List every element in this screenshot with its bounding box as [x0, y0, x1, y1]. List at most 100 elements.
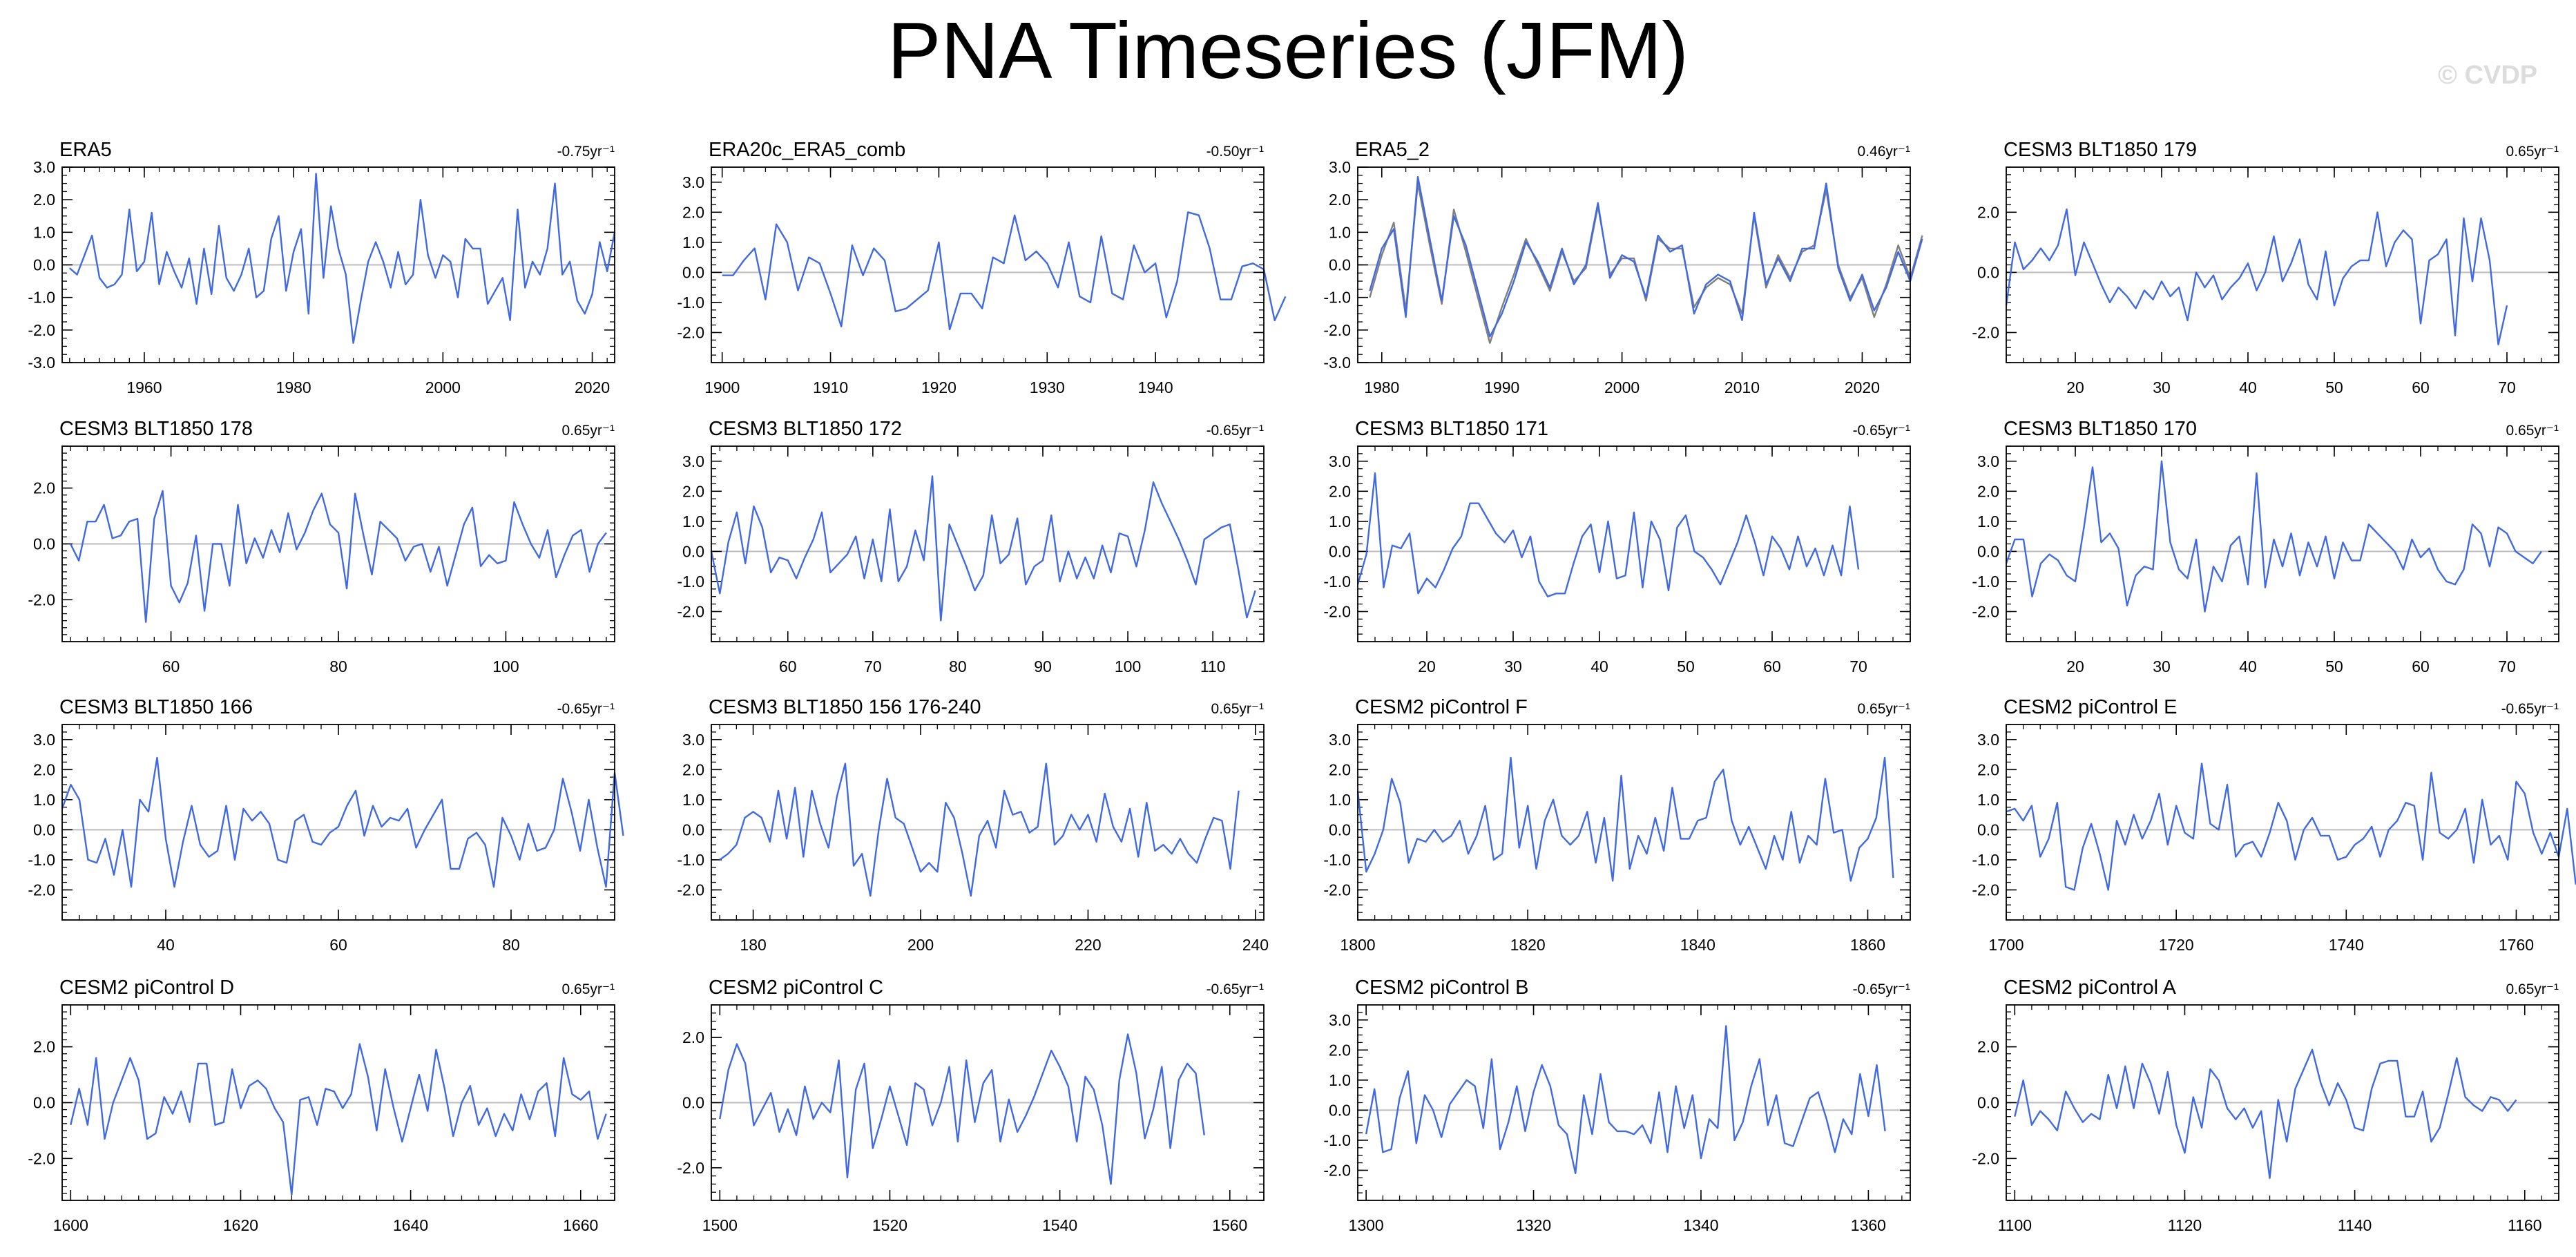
trend-label: 0.65yr⁻¹: [2506, 144, 2559, 160]
y-tick-label: -2.0: [1972, 323, 1999, 341]
y-tick-label: 2.0: [682, 1028, 704, 1046]
x-tick-label: 40: [2239, 658, 2257, 675]
y-tick-label: 2.0: [1329, 191, 1351, 209]
x-tick-label: 1820: [1510, 936, 1546, 954]
trend-label: 0.65yr⁻¹: [1858, 701, 1910, 717]
plot-frame: [2006, 445, 2559, 642]
y-tick-label: 2.0: [682, 203, 704, 221]
x-tick-label: 1600: [53, 1216, 88, 1234]
series-line: [70, 1043, 607, 1196]
x-tick-label: 1320: [1516, 1216, 1551, 1234]
x-tick-label: 40: [2239, 378, 2257, 396]
x-tick-label: 50: [2325, 658, 2343, 675]
y-tick-label: -2.0: [677, 881, 704, 899]
x-tick-label: 1800: [1340, 936, 1375, 954]
y-tick-label: 0.0: [1977, 542, 1999, 560]
panel-title: CESM3 BLT1850 178: [59, 418, 253, 440]
trend-label: 0.65yr⁻¹: [2506, 423, 2559, 439]
x-tick-label: 1930: [1030, 378, 1065, 396]
x-tick-label: 1980: [276, 378, 311, 396]
x-tick-label: 70: [2498, 378, 2516, 396]
x-tick-label: 60: [329, 936, 347, 954]
plot-frame: [61, 445, 615, 642]
x-tick-label: 70: [2498, 658, 2516, 675]
x-tick-label: 30: [2153, 658, 2171, 675]
y-tick-label: -2.0: [1323, 602, 1351, 620]
x-tick-label: 1900: [704, 378, 740, 396]
trend-label: -0.65yr⁻¹: [557, 701, 615, 717]
series-line: [1365, 1025, 1886, 1175]
y-tick-label: 0.0: [33, 256, 55, 274]
plot-frame: [2006, 166, 2559, 363]
y-tick-label: 1.0: [682, 233, 704, 251]
x-tick-label: 80: [502, 936, 520, 954]
panel-title: CESM2 piControl C: [709, 977, 883, 999]
series-line: [719, 762, 1240, 897]
y-tick-label: 2.0: [682, 482, 704, 500]
y-tick-label: 0.0: [1977, 1094, 1999, 1112]
y-tick-label: 3.0: [1329, 731, 1351, 749]
panel-title: CESM3 BLT1850 172: [709, 418, 902, 440]
x-tick-label: 2000: [1604, 378, 1640, 396]
plot-frame: [1357, 724, 1911, 921]
trend-label: -0.65yr⁻¹: [1853, 981, 1910, 997]
trend-label: 0.46yr⁻¹: [1858, 144, 1910, 160]
series-line: [2014, 1048, 2517, 1179]
trend-label: -0.65yr⁻¹: [1207, 423, 1264, 439]
x-tick-label: 1920: [921, 378, 957, 396]
panel: CESM3 BLT1850 170 0.65yr⁻¹ -2.0 -1.0 0.0 1.0 2…: [1972, 418, 2559, 675]
x-tick-label: 1500: [702, 1216, 738, 1234]
x-tick-label: 1760: [2499, 936, 2534, 954]
y-tick-label: 3.0: [33, 731, 55, 749]
x-tick-label: 2010: [1724, 378, 1760, 396]
y-tick-label: -2.0: [28, 591, 55, 608]
panel-title: ERA5: [59, 139, 112, 161]
y-tick-label: -1.0: [677, 851, 704, 869]
y-tick-label: 0.0: [33, 535, 55, 553]
panel: CESM2 piControl A 0.65yr⁻¹ -2.0 0.0 2.0 1100 1…: [1972, 977, 2559, 1234]
y-tick-label: 2.0: [1977, 1038, 1999, 1056]
y-tick-label: 2.0: [1977, 203, 1999, 221]
y-tick-label: 1.0: [1977, 791, 1999, 809]
y-tick-label: -2.0: [1323, 1161, 1351, 1179]
trend-label: -0.65yr⁻¹: [1207, 981, 1264, 997]
y-tick-label: 3.0: [1977, 452, 1999, 470]
y-tick-label: 0.0: [682, 542, 704, 560]
panel: ERA5 -0.75yr⁻¹ -3.0 -2.0 -1.0 0.0 1.0 2.0 3.0 196…: [28, 139, 616, 396]
x-tick-label: 1660: [563, 1216, 598, 1234]
trend-label: -0.65yr⁻¹: [2501, 701, 2559, 717]
y-tick-label: -2.0: [677, 1159, 704, 1177]
x-tick-label: 1840: [1680, 936, 1715, 954]
y-tick-label: -1.0: [28, 289, 55, 307]
y-tick-label: 2.0: [33, 191, 55, 209]
y-tick-label: 0.0: [1329, 542, 1351, 560]
trend-label: -0.65yr⁻¹: [1853, 423, 1910, 439]
x-tick-label: 50: [2325, 378, 2343, 396]
x-tick-label: 1960: [126, 378, 162, 396]
panel: CESM3 BLT1850 172 -0.65yr⁻¹ -2.0 -1.0 0.0 1.0…: [677, 418, 1265, 675]
y-tick-label: 2.0: [1329, 1041, 1351, 1059]
series-line: [1369, 182, 1923, 344]
y-tick-label: -2.0: [28, 881, 55, 899]
y-tick-label: 2.0: [33, 760, 55, 778]
y-tick-label: 1.0: [682, 791, 704, 809]
x-tick-label: 110: [1200, 658, 1226, 675]
y-tick-label: 2.0: [682, 760, 704, 778]
panel: CESM3 BLT1850 156 176-240 0.65yr⁻¹ -2.0 -1.…: [677, 696, 1269, 954]
panel-title: CESM2 piControl B: [1355, 977, 1528, 999]
series-line: [70, 490, 607, 623]
x-tick-label: 70: [864, 658, 882, 675]
y-tick-label: 2.0: [33, 479, 55, 497]
y-tick-label: -2.0: [1323, 321, 1351, 339]
x-tick-label: 1540: [1042, 1216, 1077, 1234]
trend-label: 0.65yr⁻¹: [2506, 981, 2559, 997]
panel: CESM2 piControl D 0.65yr⁻¹ -2.0 0.0 2.0 1600 1…: [28, 977, 615, 1234]
x-tick-label: 90: [1034, 658, 1052, 675]
x-tick-label: 60: [1763, 658, 1781, 675]
y-tick-label: 1.0: [1977, 512, 1999, 530]
panel: CESM2 piControl F 0.65yr⁻¹ -2.0 -1.0 0.0 1.0 2…: [1323, 696, 1911, 954]
panel: CESM3 BLT1850 178 0.65yr⁻¹ -2.0 0.0 2.0 60 80 1…: [28, 418, 615, 675]
y-tick-label: -3.0: [1323, 354, 1351, 372]
x-tick-label: 40: [157, 936, 175, 954]
series-line: [61, 756, 624, 888]
